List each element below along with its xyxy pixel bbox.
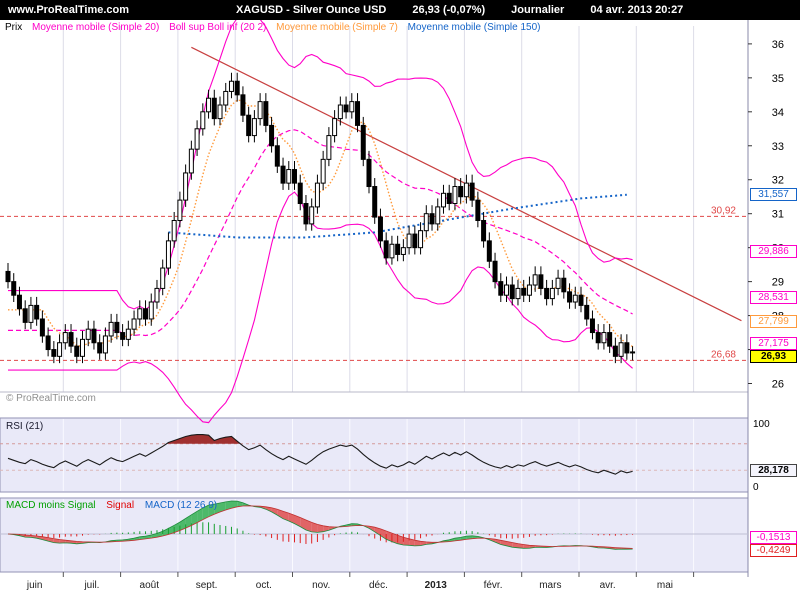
svg-text:mai: mai [657, 580, 673, 591]
svg-text:nov.: nov. [312, 580, 330, 591]
svg-text:févr.: févr. [484, 580, 503, 591]
svg-text:34: 34 [772, 107, 784, 119]
svg-text:avr.: avr. [600, 580, 616, 591]
last-price: 26,93 (-0,07%) [412, 4, 486, 16]
datetime-label: 04 avr. 2013 20:27 [590, 4, 684, 16]
svg-text:33: 33 [772, 141, 784, 153]
rsi-axis-min: 0 [753, 482, 759, 493]
watermark: © ProRealTime.com [6, 393, 96, 404]
instrument-title: XAGUSD - Silver Ounce USD [236, 4, 387, 16]
price-legend: Prix Moyenne mobile (Simple 20) Boll sup… [5, 22, 547, 33]
svg-text:sept.: sept. [196, 580, 218, 591]
svg-text:juin: juin [26, 580, 43, 591]
brand-link[interactable]: www.ProRealTime.com [8, 4, 130, 16]
svg-text:29: 29 [772, 277, 784, 289]
legend-mm150[interactable]: Moyenne mobile (Simple 150) [407, 22, 541, 33]
timeframe-label: Journalier [511, 4, 565, 16]
svg-text:32: 32 [772, 175, 784, 187]
svg-text:30: 30 [772, 243, 784, 255]
rsi-legend[interactable]: RSI (21) [6, 421, 44, 432]
title-bar: www.ProRealTime.com XAGUSD - Silver Ounc… [0, 0, 800, 20]
macd-hist-label[interactable]: MACD moins Signal [6, 500, 96, 511]
legend-mm7[interactable]: Moyenne mobile (Simple 7) [276, 22, 398, 33]
svg-text:27: 27 [772, 345, 784, 357]
macd-line-label[interactable]: MACD (12 26 9) [144, 500, 218, 511]
svg-text:août: août [140, 580, 160, 591]
svg-text:26: 26 [772, 379, 784, 391]
svg-text:2013: 2013 [425, 580, 448, 591]
legend-mm20[interactable]: Moyenne mobile (Simple 20) [32, 22, 160, 33]
legend-price[interactable]: Prix [5, 22, 23, 33]
svg-text:35: 35 [772, 73, 784, 85]
macd-signal-label[interactable]: Signal [106, 500, 135, 511]
svg-text:36: 36 [772, 39, 784, 51]
svg-text:28: 28 [772, 311, 784, 323]
svg-text:31: 31 [772, 209, 784, 221]
svg-text:déc.: déc. [369, 580, 388, 591]
rsi-axis-max: 100 [753, 419, 770, 430]
svg-text:oct.: oct. [256, 580, 272, 591]
svg-text:mars: mars [539, 580, 561, 591]
svg-text:30,92: 30,92 [711, 205, 736, 216]
svg-text:juil.: juil. [83, 580, 99, 591]
svg-text:26,68: 26,68 [711, 349, 736, 360]
macd-legend: MACD moins Signal Signal MACD (12 26 9) [6, 500, 225, 511]
legend-bollinger[interactable]: Boll sup Boll inf (20 2) [169, 22, 267, 33]
